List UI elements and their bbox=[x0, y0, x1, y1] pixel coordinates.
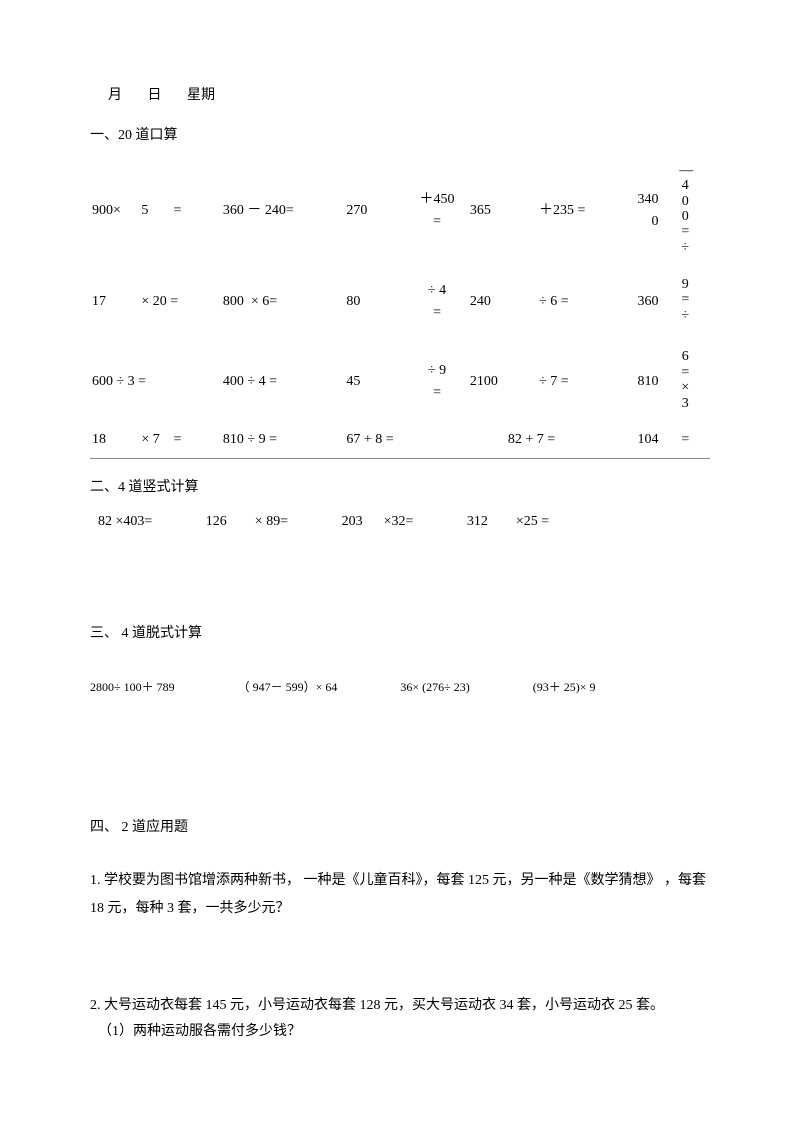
cell: 18 bbox=[90, 422, 139, 458]
oral-calc-table: 900× 5 = 360 － 240= 270 ＋450= 365 ＋235 =… bbox=[90, 160, 710, 459]
section3-problems: 2800÷ 100＋ 789 （ 947－ 599）× 64 36× (276÷… bbox=[90, 678, 710, 697]
cell: × 20 = bbox=[139, 262, 221, 342]
cell: 600 ÷ 3 = bbox=[90, 342, 221, 422]
month-label: 月 bbox=[108, 88, 122, 103]
cell: 400 ÷ 4 = bbox=[221, 342, 345, 422]
problem: 36× (276÷ 23) bbox=[400, 678, 469, 697]
cell: 810 bbox=[616, 342, 660, 422]
problem: 203 ×32= bbox=[342, 511, 414, 533]
problem: (93＋ 25)× 9 bbox=[533, 678, 596, 697]
cell: 900× bbox=[90, 160, 139, 262]
cell: 270 bbox=[344, 160, 406, 262]
cell: = bbox=[172, 422, 221, 458]
cell: 800 × 6= bbox=[221, 262, 345, 342]
cell: 5 bbox=[139, 160, 171, 262]
cell: 82 + 7 = bbox=[468, 422, 616, 458]
word-problem-2-line2: （1）两种运动服各需付多少钱？ bbox=[90, 1019, 710, 1044]
section3-title: 三、 4 道脱式计算 bbox=[90, 623, 710, 645]
cell: 45 bbox=[344, 342, 406, 422]
cell: 17 bbox=[90, 262, 139, 342]
cell: = bbox=[172, 160, 221, 262]
cell: 240 bbox=[468, 262, 537, 342]
cell: 365 bbox=[468, 160, 537, 262]
cell: ＋235 = bbox=[537, 160, 616, 262]
cell: = bbox=[661, 422, 710, 458]
date-header: 月 日 星期 bbox=[90, 85, 710, 107]
cell: ÷ 9= bbox=[406, 342, 468, 422]
problem: 312 ×25 = bbox=[467, 511, 549, 533]
section2-title: 二、4 道竖式计算 bbox=[90, 477, 710, 499]
section1-title: 一、20 道口算 bbox=[90, 125, 710, 147]
cell: ÷ 7 = bbox=[537, 342, 616, 422]
word-problem-2-line1: 2. 大号运动衣每套 145 元，小号运动衣每套 128 元，买大号运动衣 34… bbox=[90, 993, 710, 1018]
problem: 126 × 89= bbox=[206, 511, 288, 533]
cell: 80 bbox=[344, 262, 406, 342]
cell: 2100 bbox=[468, 342, 537, 422]
cell: 3400 bbox=[616, 160, 660, 262]
cell: 6=×3 bbox=[661, 342, 710, 422]
cell: 810 ÷ 9 = bbox=[221, 422, 345, 458]
word-problem-1: 1. 学校要为图书馆增添两种新书， 一种是《儿童百科》，每套 125 元，另一种… bbox=[90, 867, 710, 923]
day-label: 日 bbox=[148, 88, 162, 103]
cell: × 7 bbox=[139, 422, 171, 458]
cell: 104 bbox=[616, 422, 660, 458]
cell: 67 + 8 = bbox=[344, 422, 468, 458]
problem: 82 ×403= bbox=[98, 511, 152, 533]
problem: （ 947－ 599）× 64 bbox=[238, 678, 338, 697]
word-problem-2: 2. 大号运动衣每套 145 元，小号运动衣每套 128 元，买大号运动衣 34… bbox=[90, 993, 710, 1043]
cell: ÷ 4= bbox=[406, 262, 468, 342]
cell: —400=÷ bbox=[661, 160, 710, 262]
section4-title: 四、 2 道应用题 bbox=[90, 817, 710, 839]
weekday-label: 星期 bbox=[187, 88, 215, 103]
cell: 360 － 240= bbox=[221, 160, 345, 262]
section2-problems: 82 ×403= 126 × 89= 203 ×32= 312 ×25 = bbox=[90, 511, 710, 533]
cell: 360 bbox=[616, 262, 660, 342]
cell: 9=÷ bbox=[661, 262, 710, 342]
problem: 2800÷ 100＋ 789 bbox=[90, 678, 175, 697]
cell: ÷ 6 = bbox=[537, 262, 616, 342]
cell: ＋450= bbox=[406, 160, 468, 262]
